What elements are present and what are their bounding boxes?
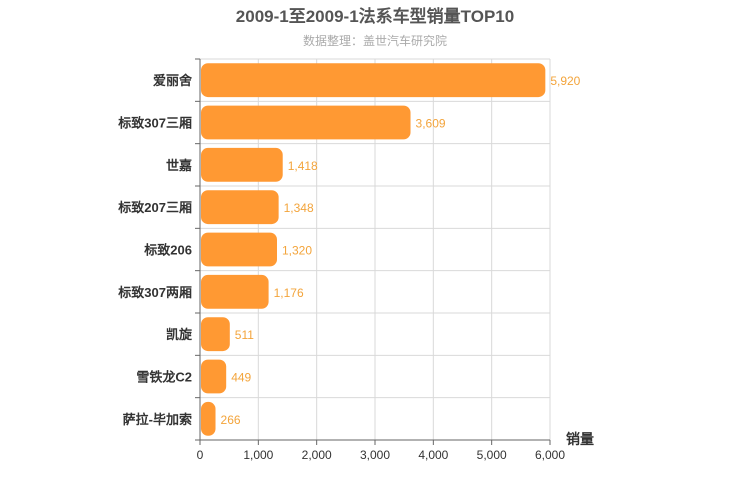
x-axis-title: 销量 bbox=[566, 431, 594, 447]
chart-title: 2009-1至2009-1法系车型销量TOP10 bbox=[236, 6, 514, 26]
bar bbox=[201, 274, 269, 309]
category-label: 爱丽舍 bbox=[153, 73, 193, 88]
x-tick-label: 2,000 bbox=[302, 448, 332, 462]
bar bbox=[201, 359, 227, 394]
category-label: 标致307两厢 bbox=[117, 285, 192, 300]
bar bbox=[201, 147, 283, 182]
x-tick-label: 6,000 bbox=[535, 448, 565, 462]
x-tick-label: 5,000 bbox=[477, 448, 507, 462]
category-label: 萨拉-毕加索 bbox=[123, 412, 192, 427]
category-label: 标致207三厢 bbox=[117, 200, 192, 215]
category-label: 世嘉 bbox=[166, 158, 192, 173]
bar bbox=[201, 105, 411, 140]
data-label: 449 bbox=[231, 371, 251, 385]
category-label: 凯旋 bbox=[166, 327, 193, 342]
data-label: 5,920 bbox=[550, 74, 580, 88]
bar bbox=[201, 232, 277, 267]
data-label: 511 bbox=[235, 328, 254, 342]
bar bbox=[201, 401, 216, 436]
data-labels: 5,920 3,609 1,418 1,348 1,320 1,176 511 449 266 bbox=[221, 74, 581, 427]
x-tick-label: 3,000 bbox=[360, 448, 390, 462]
data-label: 1,176 bbox=[274, 286, 304, 300]
x-tick-label: 4,000 bbox=[418, 448, 448, 462]
data-label: 1,418 bbox=[288, 159, 318, 173]
x-ticks: 0 1,000 2,000 3,000 4,000 5,000 6,000 bbox=[197, 440, 565, 462]
bar bbox=[201, 63, 546, 98]
data-label: 1,320 bbox=[282, 244, 312, 258]
data-label: 266 bbox=[221, 413, 241, 427]
bar bbox=[201, 317, 230, 352]
x-tick-label: 1,000 bbox=[243, 448, 273, 462]
chart-subtitle: 数据整理：盖世汽车研究院 bbox=[303, 33, 447, 48]
category-label: 雪铁龙C2 bbox=[136, 370, 192, 385]
bars bbox=[201, 63, 546, 436]
category-label: 标致206 bbox=[143, 243, 192, 258]
data-label: 3,609 bbox=[416, 117, 446, 131]
bar bbox=[201, 190, 279, 225]
x-tick-label: 0 bbox=[197, 448, 204, 462]
category-label: 标致307三厢 bbox=[117, 116, 192, 131]
data-label: 1,348 bbox=[284, 201, 314, 215]
